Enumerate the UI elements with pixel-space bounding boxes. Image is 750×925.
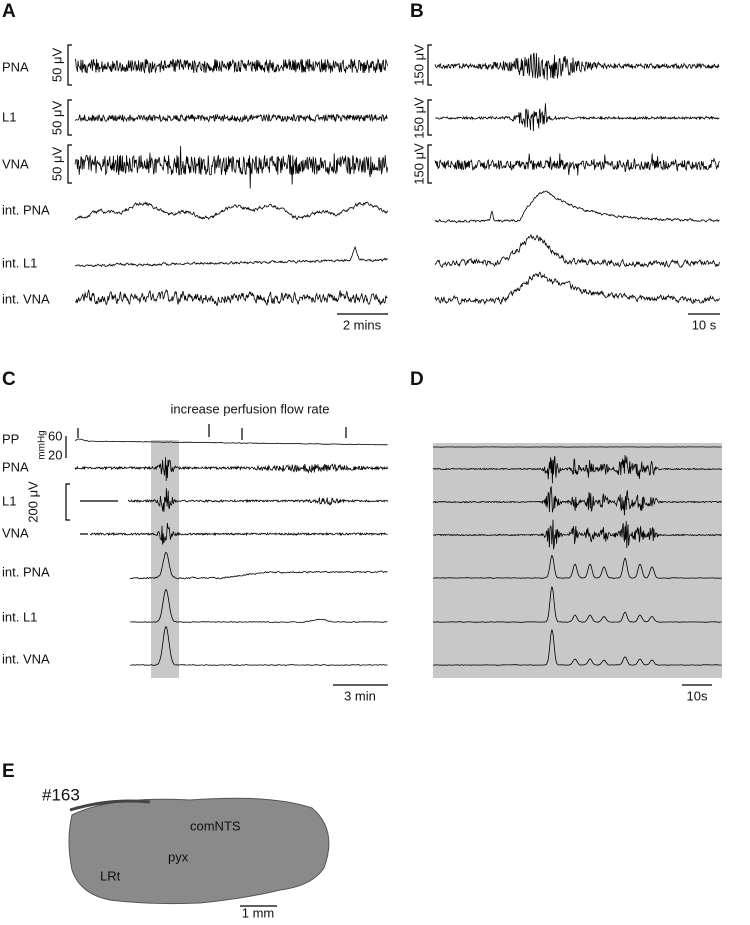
trace xyxy=(435,53,719,80)
region-label: pyx xyxy=(168,849,189,864)
trace-label: PP xyxy=(2,431,19,446)
trace xyxy=(90,523,388,545)
scale-label: 50 μV xyxy=(49,48,64,83)
trace xyxy=(75,202,388,220)
panel-label: D xyxy=(410,369,424,390)
panel-label: C xyxy=(2,369,16,390)
trace xyxy=(75,290,388,306)
scale-label: 150 μV xyxy=(411,44,426,86)
arrows xyxy=(78,424,346,534)
time-label: 10 s xyxy=(692,317,717,332)
annotation: increase perfusion flow rate xyxy=(171,401,330,416)
time-label: 2 mins xyxy=(343,317,382,332)
trace-label: int. PNA xyxy=(2,202,50,217)
trace xyxy=(75,457,388,481)
trace-label: int. L1 xyxy=(2,609,37,624)
unit-label: mmHg xyxy=(37,430,48,459)
v-scale xyxy=(428,45,432,183)
highlight xyxy=(151,440,179,678)
trace xyxy=(75,247,388,266)
scale-label: 150 μV xyxy=(411,97,426,139)
trace-label: PNA xyxy=(2,59,29,74)
v-scale xyxy=(66,436,70,520)
trace-label: L1 xyxy=(2,109,16,124)
trace-label: VNA xyxy=(2,525,29,540)
trace xyxy=(75,439,388,445)
trace xyxy=(75,59,388,73)
trace xyxy=(435,272,719,304)
time-label: 3 min xyxy=(344,688,376,703)
trace xyxy=(435,191,719,223)
time-label: 10s xyxy=(687,688,708,703)
scale-label: 150 μV xyxy=(411,143,426,185)
panel-label: B xyxy=(410,1,424,22)
trace xyxy=(75,146,388,189)
trace xyxy=(435,103,719,131)
trace-label: PNA xyxy=(2,459,29,474)
tissue-section xyxy=(69,798,329,903)
trace-label: int. VNA xyxy=(2,291,50,306)
trace-label: int. PNA xyxy=(2,564,50,579)
tick-label: 20 xyxy=(48,447,62,462)
trace-label: int. L1 xyxy=(2,255,37,270)
specimen-label: #163 xyxy=(42,785,80,804)
panel-label: E xyxy=(2,761,15,782)
highlight xyxy=(433,443,722,678)
scale-label: 200 μV xyxy=(25,481,40,523)
trace-label: int. VNA xyxy=(2,651,50,666)
panel-label: A xyxy=(2,1,16,22)
tick-label: 60 xyxy=(48,428,62,443)
scale-label: 50 μV xyxy=(49,147,64,182)
trace-label: VNA xyxy=(2,156,29,171)
trace xyxy=(435,153,719,175)
trace-label: L1 xyxy=(2,493,16,508)
region-label: LRt xyxy=(100,868,121,883)
scale-label: 1 mm xyxy=(242,905,275,920)
region-label: comNTS xyxy=(190,818,241,833)
trace xyxy=(435,235,719,268)
trace xyxy=(75,115,388,122)
scale-label: 50 μV xyxy=(49,101,64,136)
v-scale xyxy=(68,45,72,183)
